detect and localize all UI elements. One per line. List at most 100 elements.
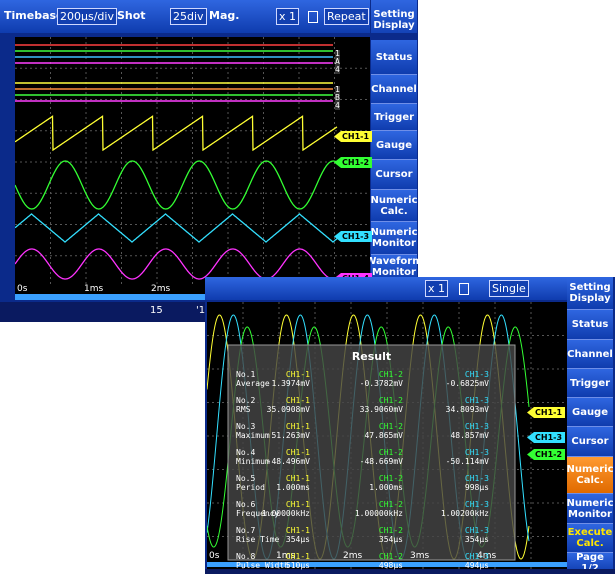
logic-label: 4 (335, 101, 340, 110)
result-value: 48.857mV (450, 431, 489, 440)
result-value: -0.6825mV (445, 379, 489, 388)
label: Timebase (4, 9, 64, 22)
result-name: RMS (236, 405, 251, 414)
logic-label: B (335, 93, 340, 102)
result-value: 1.00200kHz (440, 509, 489, 518)
logic-label: 1 (335, 49, 340, 58)
scope-screen-2: x 1 Single Setting Display Status Channel Tri… (205, 277, 615, 574)
result-no: No.8 (236, 552, 256, 561)
result-channel: CH1-1 (285, 422, 310, 431)
time-label: 1ms (276, 551, 296, 561)
time-label: 3ms (410, 551, 430, 561)
menu-button[interactable]: Gauge (371, 131, 417, 160)
channel-marker: CH1-2 (334, 157, 373, 168)
result-no: No.6 (236, 500, 256, 509)
menu-gap (371, 33, 417, 40)
result-value: -0.3782mV (359, 379, 403, 388)
waveform (15, 248, 338, 280)
result-channel: CH1-3 (464, 396, 489, 405)
result-no: No.5 (236, 474, 256, 483)
dropdown[interactable]: 25div (170, 8, 207, 25)
result-channel: CH1-3 (464, 500, 489, 509)
result-no: No.2 (236, 396, 256, 405)
dropdown[interactable]: x 1 (276, 8, 300, 25)
result-name: Average (236, 379, 270, 388)
menu-button[interactable]: Trigger (567, 369, 613, 398)
result-channel: CH1-3 (464, 422, 489, 431)
menu-button[interactable]: Numeric Calc. (567, 457, 614, 494)
channel-marker: CH1-3 (527, 432, 566, 443)
waveform (15, 160, 338, 210)
result-value: 1.000ms (369, 483, 403, 492)
button[interactable]: Single (489, 280, 529, 297)
menu-button[interactable]: Channel (567, 340, 613, 369)
menu-button[interactable]: Numeric Monitor (371, 222, 418, 255)
waveform-panel (207, 302, 567, 570)
menu-button[interactable]: Trigger (371, 104, 417, 131)
menu-button[interactable]: Channel (371, 75, 417, 104)
time-label: 4ms (477, 551, 497, 561)
result-channel: CH1-1 (285, 396, 310, 405)
toolbar (205, 277, 567, 300)
menu-button[interactable]: Cursor (371, 160, 417, 190)
result-value: 1.000ms (276, 483, 310, 492)
result-name: Maximum (236, 431, 270, 440)
dropdown[interactable]: x 1 (425, 280, 449, 297)
result-value: 998µs (464, 483, 489, 492)
logic-label: A (335, 57, 340, 66)
result-channel: CH1-3 (464, 526, 489, 535)
result-name: Minimum (236, 457, 270, 466)
result-channel: CH1-1 (285, 500, 310, 509)
status-text: 15 (150, 305, 163, 316)
menu-button[interactable]: Numeric Calc. (371, 190, 418, 222)
result-value: 47.865mV (364, 431, 403, 440)
channel-marker: CH1-2 (527, 449, 566, 460)
result-channel: CH1-2 (378, 474, 403, 483)
result-channel: CH1-2 (378, 552, 403, 561)
result-channel: CH1-2 (378, 448, 403, 457)
result-name: Frequency (236, 509, 280, 518)
menu-button[interactable]: Status (371, 40, 417, 75)
result-name: Period (236, 483, 265, 492)
icon (308, 11, 318, 23)
logic-label: 1 (335, 85, 340, 94)
menu-button[interactable]: Gauge (567, 398, 613, 427)
result-value: 354µs (285, 535, 310, 544)
menu-button[interactable]: Execute Calc. (567, 524, 613, 553)
result-channel: CH1-1 (285, 448, 310, 457)
result-channel: CH1-2 (378, 396, 403, 405)
scrollbar (207, 562, 567, 567)
scrollbar (15, 294, 370, 300)
channel-marker: CH1-1 (527, 407, 566, 418)
button[interactable]: Repeat (324, 8, 369, 25)
waveform-panel (15, 37, 370, 298)
result-channel: CH1-1 (285, 552, 310, 561)
time-label: 2ms (151, 284, 171, 294)
menu-button[interactable]: Cursor (567, 427, 613, 457)
time-label: 0s (17, 284, 28, 294)
channel-marker: CH1-1 (334, 131, 373, 142)
result-name: Pulse Width (236, 561, 289, 570)
result-no: No.3 (236, 422, 256, 431)
logic-label: 4 (335, 65, 340, 74)
result-channel: CH1-1 (285, 370, 310, 379)
result-channel: CH1-3 (464, 448, 489, 457)
menu-button[interactable]: Setting Display (567, 277, 613, 310)
result-value: -50.114mV (445, 457, 489, 466)
result-value: 1.00000kHz (354, 509, 403, 518)
label: Mag. (209, 9, 240, 22)
dropdown[interactable]: 200µs/div (57, 8, 117, 25)
result-panel-bg (227, 344, 516, 561)
menu-button[interactable]: Numeric Monitor (567, 494, 614, 524)
result-value: 35.0908mV (266, 405, 310, 414)
waveform (15, 213, 338, 243)
result-title: Result (351, 350, 392, 363)
result-value: 51.263mV (271, 431, 310, 440)
menu-button[interactable]: Status (567, 310, 613, 340)
result-value: 354µs (464, 535, 489, 544)
result-channel: CH1-1 (285, 526, 310, 535)
result-value: 354µs (378, 535, 403, 544)
result-channel: CH1-2 (378, 370, 403, 379)
result-value: 33.9060mV (359, 405, 403, 414)
result-name: Rise Time (236, 535, 280, 544)
